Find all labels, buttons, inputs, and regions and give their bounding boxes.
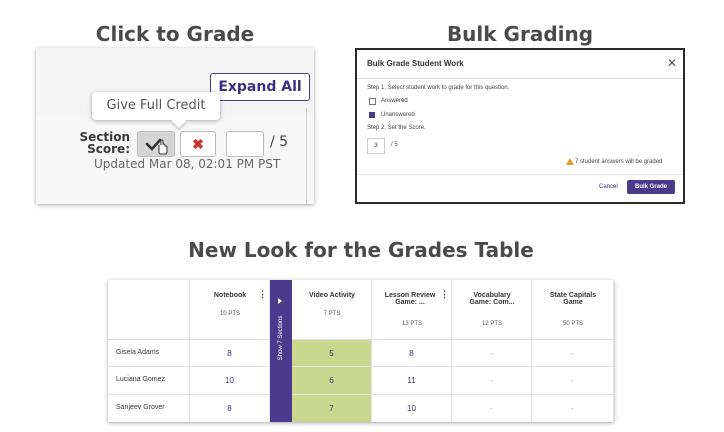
column-points: 7 PTS bbox=[323, 311, 341, 317]
grade-cell[interactable]: 8 bbox=[190, 340, 270, 367]
column-header-vocabulary[interactable]: Vocabulary Game: Com... 12 PTS bbox=[452, 280, 532, 340]
divider bbox=[306, 108, 307, 204]
student-name: Gisela Adams bbox=[116, 349, 160, 356]
bulk-score-total: / 5 bbox=[391, 142, 398, 148]
score-total: / 5 bbox=[270, 134, 289, 150]
table-row-name: Sanjeev Grover bbox=[108, 395, 190, 422]
grade-cell[interactable]: 6 bbox=[292, 367, 372, 395]
column-points: 12 PTS bbox=[481, 321, 502, 327]
column-title: Lesson Review Game: ... bbox=[384, 292, 436, 306]
column-title: State Capitals Game bbox=[549, 292, 597, 306]
click-to-grade-panel: Expand All Section Score: ✖ / 5 Updated … bbox=[36, 48, 314, 204]
column-title: Notebook bbox=[213, 292, 247, 299]
full-credit-tooltip: Give Full Credit bbox=[92, 92, 220, 120]
corner-cell bbox=[108, 280, 190, 340]
modal-header bbox=[357, 50, 683, 79]
column-header-state-capitals[interactable]: State Capitals Game 50 PTS bbox=[532, 280, 614, 340]
column-header-video-activity[interactable]: Video Activity 7 PTS bbox=[292, 280, 372, 340]
no-credit-button[interactable]: ✖ bbox=[180, 131, 216, 157]
modal-title: Bulk Grade Student Work bbox=[367, 59, 464, 68]
chevron-right-icon bbox=[278, 298, 282, 304]
grade-cell[interactable]: 10 bbox=[190, 367, 270, 395]
close-icon[interactable]: ✕ bbox=[667, 56, 678, 70]
x-icon: ✖ bbox=[192, 136, 204, 152]
grade-cell[interactable]: 8 bbox=[372, 340, 452, 367]
kebab-menu-icon[interactable]: ⋮ bbox=[258, 289, 267, 299]
grade-cell[interactable]: - bbox=[532, 340, 614, 367]
footer-divider bbox=[357, 174, 683, 175]
new-look-heading: New Look for the Grades Table bbox=[188, 238, 534, 262]
grade-cell[interactable]: - bbox=[532, 367, 614, 395]
expand-all-button[interactable]: Expand All bbox=[210, 73, 310, 101]
full-credit-button[interactable] bbox=[137, 131, 175, 157]
column-points: 13 PTS bbox=[401, 321, 422, 327]
column-header-lesson-review[interactable]: Lesson Review Game: ... ⋮ 13 PTS bbox=[372, 280, 452, 340]
column-header-notebook[interactable]: Notebook ⋮ 10 PTS bbox=[190, 280, 270, 340]
grade-cell[interactable]: - bbox=[452, 340, 532, 367]
kebab-menu-icon[interactable]: ⋮ bbox=[440, 289, 449, 299]
column-points: 10 PTS bbox=[219, 311, 240, 317]
warning-text: 7 student answers will be graded bbox=[575, 159, 663, 165]
cancel-button[interactable]: Cancel bbox=[599, 184, 618, 190]
grade-cell[interactable]: - bbox=[452, 395, 532, 422]
show-sections-label: Show 7 Sections bbox=[270, 280, 292, 422]
grades-table: Notebook ⋮ 10 PTS Show 7 Sections Video … bbox=[108, 280, 614, 422]
table-row-name: Gisela Adams bbox=[108, 340, 190, 367]
column-points: 50 PTS bbox=[562, 321, 583, 327]
answered-checkbox[interactable] bbox=[369, 98, 376, 105]
show-sections-band[interactable] bbox=[270, 280, 292, 422]
bulk-grade-button[interactable]: Bulk Grade bbox=[627, 180, 675, 194]
updated-timestamp: Updated Mar 08, 02:01 PM PST bbox=[94, 157, 281, 171]
bulk-grading-heading: Bulk Grading bbox=[446, 22, 594, 46]
grade-cell[interactable]: 10 bbox=[372, 395, 452, 422]
grade-cell[interactable]: 11 bbox=[372, 367, 452, 395]
step2-text: Step 2: Set the Score. bbox=[367, 125, 426, 131]
click-to-grade-heading: Click to Grade bbox=[95, 22, 255, 46]
section-label-line1: Section bbox=[79, 130, 130, 144]
grading-row-background bbox=[36, 116, 314, 204]
section-label-line2: Score: bbox=[87, 142, 130, 156]
student-name: Sanjeev Grover bbox=[116, 404, 165, 411]
grade-cell[interactable]: - bbox=[532, 395, 614, 422]
check-icon bbox=[145, 138, 168, 155]
grade-cell[interactable]: - bbox=[452, 367, 532, 395]
grade-cell[interactable]: 5 bbox=[292, 340, 372, 367]
bulk-grade-modal: Bulk Grade Student Work ✕ Step 1: Select… bbox=[355, 48, 685, 204]
answered-label: Answered bbox=[381, 98, 408, 104]
step1-text: Step 1: Select student work to grade for… bbox=[367, 85, 510, 91]
grade-cell[interactable]: 8 bbox=[190, 395, 270, 422]
show-sections-text: Show 7 Sections bbox=[278, 315, 284, 361]
section-score-label: Section Score: bbox=[78, 131, 130, 155]
column-title: Video Activity bbox=[309, 292, 355, 299]
student-name: Luciana Gomez bbox=[116, 376, 166, 383]
warning-icon bbox=[566, 158, 574, 165]
table-row-name: Luciana Gomez bbox=[108, 367, 190, 395]
score-input[interactable] bbox=[226, 131, 264, 157]
bulk-score-input[interactable]: 3 bbox=[367, 138, 385, 154]
unanswered-label: Unanswered bbox=[381, 112, 415, 118]
grade-cell[interactable]: 7 bbox=[292, 395, 372, 422]
column-title: Vocabulary Game: Com... bbox=[469, 292, 515, 306]
unanswered-checkbox[interactable] bbox=[369, 112, 375, 118]
